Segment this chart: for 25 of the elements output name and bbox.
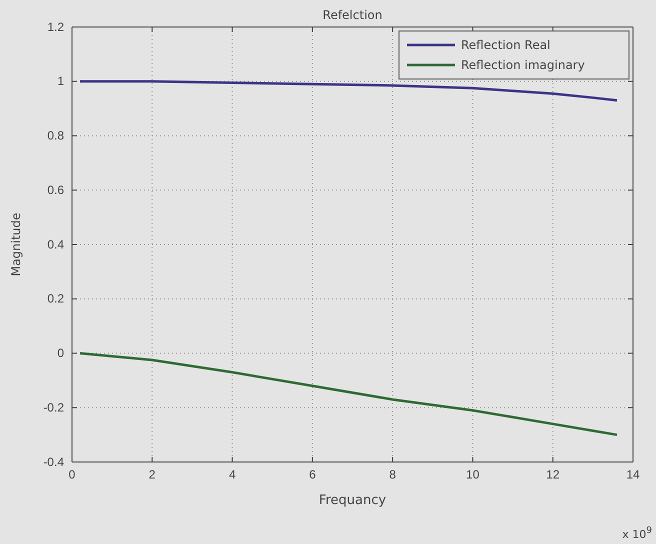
legend-label: Reflection Real: [461, 38, 550, 52]
x-tick-label: 12: [546, 468, 560, 482]
x-tick-label: 6: [309, 468, 316, 482]
y-tick-label: 0: [57, 346, 64, 360]
x-tick-label: 0: [68, 468, 76, 482]
x-axis-title: Frequancy: [318, 493, 386, 508]
y-tick-label: 1: [57, 74, 64, 88]
legend-label: Reflection imaginary: [461, 58, 585, 72]
y-tick-label: 0.6: [47, 182, 64, 197]
y-tick-label: 1.2: [47, 20, 64, 34]
y-tick-label: -0.4: [43, 454, 64, 469]
line-series: [78, 352, 618, 436]
text: x 10$^{9}$: [622, 526, 652, 541]
y-tick-label: -0.2: [43, 400, 64, 414]
y-tick-label: 0.2: [47, 292, 64, 306]
y-tick-label: 0.8: [47, 128, 64, 143]
x-tick-label: 10: [466, 468, 480, 482]
chart-title: Refelction: [322, 8, 382, 22]
x-tick-label: 4: [228, 468, 236, 482]
y-axis-title: Magnitude: [9, 212, 23, 276]
x-tick-label: 14: [626, 468, 640, 482]
y-tick-label: 0.4: [47, 237, 64, 252]
x-tick-label: 2: [148, 468, 156, 482]
x-tick-label: 8: [389, 468, 396, 482]
line-series: [78, 80, 618, 102]
